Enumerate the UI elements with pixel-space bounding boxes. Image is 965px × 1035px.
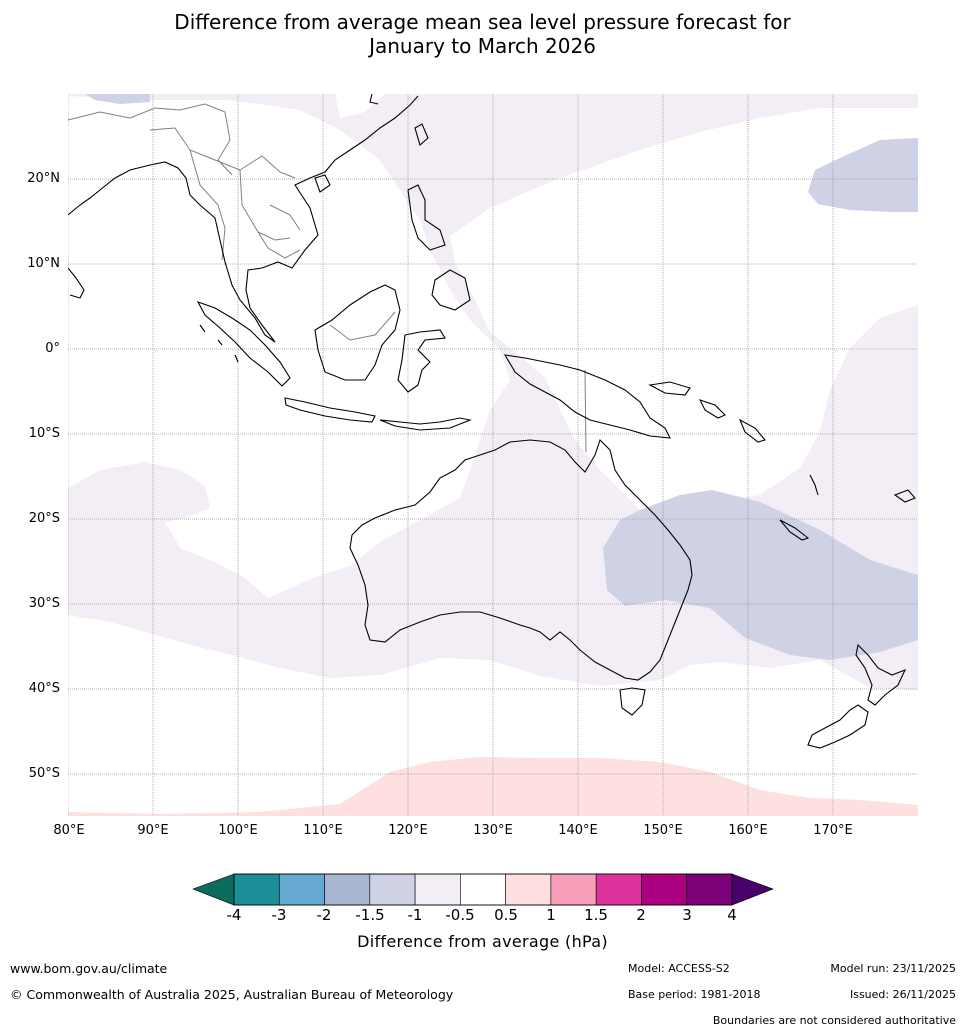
lat-label-50s: 50°S	[28, 766, 60, 781]
colorbar-cell-10	[641, 873, 688, 906]
colorbar-cell-3	[324, 873, 371, 906]
lon-label-130e: 130°E	[473, 823, 513, 838]
coastline-new-britain	[648, 381, 691, 396]
colorbar-cell-1	[233, 873, 280, 906]
coastline-mindanao	[431, 269, 471, 311]
colorbar-label: Difference from average (hPa)	[357, 932, 608, 951]
lon-label-100e: 100°E	[218, 823, 258, 838]
colorbar-tick-12: 4	[727, 906, 737, 924]
colorbar-cell-4	[369, 873, 416, 906]
lat-label-0: 0°	[45, 341, 60, 356]
colorbar-tick-4: -1.5	[355, 906, 385, 924]
colorbar-tick-3: -2	[316, 906, 332, 924]
colorbar-tick-7: 0.5	[494, 906, 518, 924]
coastline-tasmania	[619, 687, 646, 716]
lon-label-170e: 170°E	[813, 823, 853, 838]
lon-label-160e: 160°E	[728, 823, 768, 838]
colorbar-tick-10: 2	[636, 906, 646, 924]
coastline-java	[284, 397, 376, 423]
colorbar-cell-9	[595, 873, 642, 906]
colorbar-tick-9: 1.5	[584, 906, 608, 924]
map-title-line-2: January to March 2026	[369, 34, 596, 58]
lat-label-20n: 20°N	[27, 171, 60, 186]
lat-label-40s: 40°S	[28, 681, 60, 696]
lon-label-120e: 120°E	[388, 823, 428, 838]
map-title: Difference from average mean sea level p…	[0, 10, 965, 58]
coastline-solomon-1	[698, 399, 726, 419]
footer-issued: Issued: 26/11/2025	[849, 988, 956, 1001]
lat-label-10s: 10°S	[28, 426, 60, 441]
coastlines	[68, 94, 916, 749]
lat-label-10n: 10°N	[27, 256, 60, 271]
footer-model: Model: ACCESS-S2	[628, 962, 730, 975]
colorbar-tick-1: -4	[226, 906, 242, 924]
colorbar-cell-6	[460, 873, 506, 906]
coastline-new-zealand-north	[855, 643, 907, 706]
footer-copyright: © Commonwealth of Australia 2025, Austra…	[10, 987, 454, 1002]
coastline-china-north	[369, 94, 379, 105]
colorbar-tick-11: 3	[682, 906, 692, 924]
coastline-fiji	[893, 489, 916, 503]
footer-disclaimer: Boundaries are not considered authoritat…	[712, 1014, 956, 1027]
lat-label-30s: 30°S	[28, 596, 60, 611]
coastline-sumatra	[196, 301, 291, 387]
coastline-hainan	[314, 174, 331, 193]
map-title-line-1: Difference from average mean sea level p…	[174, 10, 791, 34]
lon-label-110e: 110°E	[303, 823, 343, 838]
colorbar-cell-8	[550, 873, 597, 906]
coastline-borneo	[314, 284, 401, 381]
footer-base-period: Base period: 1981-2018	[628, 988, 761, 1001]
lon-label-80e: 80°E	[53, 823, 85, 838]
graticule	[68, 94, 918, 816]
colorbar-tick-2: -3	[271, 906, 287, 924]
coastline-new-caledonia	[779, 519, 810, 541]
coastline-sumatra-islands	[199, 324, 239, 363]
colorbar-tick-5: -1	[407, 906, 423, 924]
anomaly-region-blue-top-left	[85, 94, 150, 104]
coastline-vanuatu	[809, 474, 819, 496]
colorbar-cell-5	[414, 873, 461, 906]
coastline-nusa-tenggara	[379, 417, 472, 431]
coastline-india	[68, 161, 191, 216]
coastline-new-guinea	[503, 354, 671, 439]
colorbar-over-triangle	[731, 873, 774, 906]
lon-label-140e: 140°E	[558, 823, 598, 838]
colorbar-tick-8: 1	[546, 906, 556, 924]
colorbar-tick-6: -0.5	[445, 906, 475, 924]
coastline-solomon-2	[738, 418, 766, 443]
country-borders	[68, 103, 587, 453]
colorbar-under-triangle	[192, 873, 235, 906]
coastline-indochina	[189, 95, 419, 343]
colorbar-cell-11	[686, 873, 733, 906]
lon-label-90e: 90°E	[137, 823, 169, 838]
anomaly-region-blue-north-pacific	[808, 138, 918, 212]
coastline-new-zealand-south	[807, 704, 869, 749]
colorbar-cell-7	[505, 873, 552, 906]
coastline-sri-lanka	[68, 267, 85, 299]
lon-label-150e: 150°E	[643, 823, 683, 838]
colorbar-frame	[233, 873, 733, 906]
coastline-taiwan	[414, 123, 429, 146]
colorbar-cell-2	[278, 873, 325, 906]
lat-label-20s: 20°S	[28, 511, 60, 526]
coastline-australia	[349, 438, 693, 681]
footer-website: www.bom.gov.au/climate	[10, 961, 168, 976]
coastline-sulawesi	[397, 329, 446, 393]
coastline-luzon	[407, 184, 446, 251]
anomaly-region-blue-coral-sea	[603, 490, 918, 660]
footer-model-run: Model run: 23/11/2025	[830, 962, 956, 975]
